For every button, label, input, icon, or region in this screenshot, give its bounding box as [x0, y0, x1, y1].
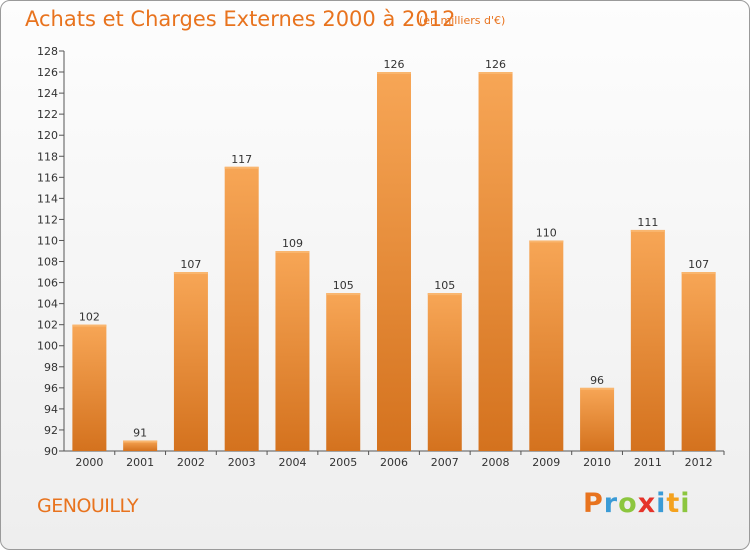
y-tick-label: 128	[37, 45, 58, 58]
bar	[72, 324, 107, 451]
chart-subtitle: (en milliers d'€)	[419, 14, 506, 27]
bar-top-edge	[377, 72, 411, 75]
logo-letter: r	[603, 488, 619, 519]
bar	[681, 272, 716, 451]
x-tick-label: 2005	[329, 456, 357, 469]
bar	[478, 72, 513, 451]
bar-top-edge	[326, 293, 361, 296]
bar-top-edge	[681, 272, 716, 275]
y-tick-label: 90	[44, 445, 58, 458]
bar-value-label: 107	[688, 258, 709, 271]
bar-value-label: 102	[79, 311, 100, 324]
bar-value-label: 96	[590, 374, 604, 387]
x-tick-label: 2007	[431, 456, 459, 469]
x-tick-label: 2011	[634, 456, 662, 469]
bar-top-edge	[224, 166, 259, 169]
bar-value-label: 117	[231, 153, 252, 166]
bar	[427, 293, 462, 451]
bar-top-edge	[529, 240, 564, 243]
chart-title: Achats et Charges Externes 2000 à 2012	[25, 7, 456, 31]
bar-value-label: 126	[384, 58, 405, 71]
bar-value-label: 105	[333, 279, 354, 292]
y-tick-label: 126	[37, 66, 58, 79]
x-tick-label: 2012	[685, 456, 713, 469]
x-tick-label: 2002	[177, 456, 205, 469]
y-tick-label: 106	[37, 277, 58, 290]
y-tick-label: 112	[37, 213, 58, 226]
logo-letter: P	[583, 488, 604, 519]
logo-letter: i	[656, 488, 667, 519]
y-tick-label: 118	[37, 150, 58, 163]
bar	[529, 240, 564, 451]
bar	[580, 387, 615, 451]
y-tick-label: 122	[37, 108, 58, 121]
bar-top-edge	[630, 229, 665, 232]
proxiti-logo[interactable]: Proxiti	[583, 488, 691, 519]
y-tick-label: 120	[37, 129, 58, 142]
bar-value-label: 109	[282, 237, 303, 250]
bar-value-label: 126	[485, 58, 506, 71]
logo-letter: i	[680, 488, 691, 519]
bar	[173, 272, 208, 451]
y-tick-label: 98	[44, 361, 58, 374]
bar-top-edge	[173, 272, 208, 275]
y-tick-label: 124	[37, 87, 58, 100]
bar-top-edge	[580, 387, 615, 390]
x-tick-label: 2008	[482, 456, 510, 469]
bar-value-label: 107	[180, 258, 201, 271]
bar	[275, 251, 310, 451]
bar	[123, 440, 158, 451]
bar-value-label: 105	[434, 279, 455, 292]
y-tick-label: 108	[37, 256, 58, 269]
logo-letter: o	[618, 488, 638, 519]
logo-letter: t	[666, 488, 681, 519]
y-tick-label: 100	[37, 340, 58, 353]
x-tick-label: 2004	[278, 456, 306, 469]
bar	[224, 166, 259, 451]
x-tick-label: 2000	[75, 456, 103, 469]
y-tick-label: 104	[37, 298, 58, 311]
bar	[326, 293, 361, 451]
x-tick-label: 2010	[583, 456, 611, 469]
bar-top-edge	[72, 324, 107, 327]
y-tick-label: 110	[37, 234, 58, 247]
bar	[630, 229, 665, 451]
logo-letter: x	[637, 488, 657, 519]
bar	[377, 72, 411, 451]
x-tick-label: 2001	[126, 456, 154, 469]
bar-value-label: 110	[536, 226, 557, 239]
bar-top-edge	[478, 72, 513, 75]
y-tick-label: 116	[37, 171, 58, 184]
x-tick-label: 2009	[532, 456, 560, 469]
commune-name: GENOUILLY	[37, 495, 139, 517]
bar-value-label: 111	[637, 216, 658, 229]
bar-top-edge	[275, 251, 310, 253]
bar-top-edge	[427, 293, 462, 296]
x-tick-label: 2003	[228, 456, 256, 469]
bar-value-label: 91	[133, 426, 147, 439]
y-tick-label: 102	[37, 319, 58, 332]
bar-top-edge	[123, 440, 158, 443]
y-tick-label: 96	[44, 382, 58, 395]
y-tick-label: 94	[44, 403, 58, 416]
x-tick-label: 2006	[380, 456, 408, 469]
y-tick-label: 114	[37, 192, 58, 205]
y-tick-label: 92	[44, 424, 58, 437]
